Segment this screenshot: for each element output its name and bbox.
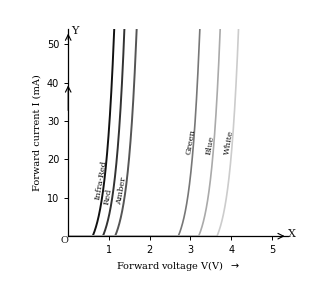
Text: Red: Red	[103, 188, 114, 205]
Text: White: White	[224, 129, 236, 155]
Text: Y: Y	[72, 26, 79, 36]
Text: O: O	[60, 236, 68, 245]
X-axis label: Forward voltage V(V)  $\rightarrow$: Forward voltage V(V) $\rightarrow$	[116, 259, 240, 273]
Text: Amber: Amber	[115, 176, 128, 205]
Text: Blue: Blue	[205, 135, 216, 155]
Y-axis label: Forward current I (mA): Forward current I (mA)	[32, 74, 41, 191]
Text: Green: Green	[185, 128, 197, 155]
Text: Infra-Red: Infra-Red	[94, 160, 108, 200]
Text: X: X	[288, 229, 296, 239]
